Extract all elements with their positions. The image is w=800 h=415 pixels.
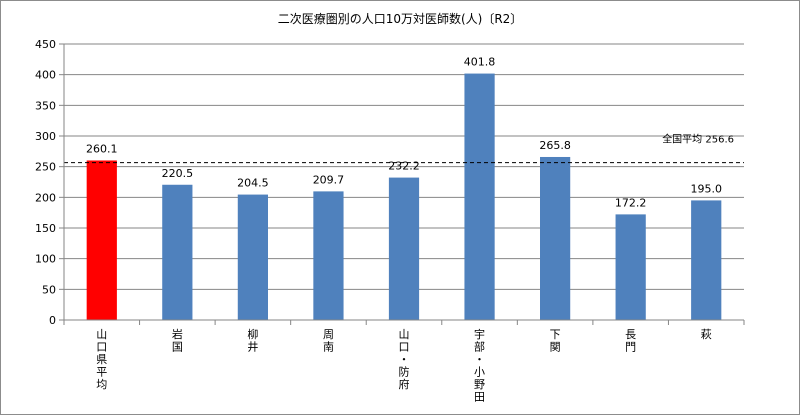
y-tick-label: 150 [35, 222, 56, 235]
bar [540, 156, 571, 320]
reference-line-group: 全国平均 256.6 [64, 133, 744, 164]
category-label: 長門 [625, 328, 636, 354]
bar [464, 73, 495, 320]
data-label: 220.5 [162, 167, 194, 180]
data-label: 204.5 [237, 177, 269, 190]
reference-line-label: 全国平均 256.6 [662, 133, 734, 146]
category-label: 岩国 [172, 327, 183, 354]
bar [691, 200, 722, 320]
category-labels: 山口県平均 岩国 柳井 周南 山口・防府 宇部・小野田 下関 長門 萩 [63, 320, 745, 404]
bar [388, 177, 420, 320]
category-label: 宇部・小野田 [474, 328, 485, 404]
category-label: 下関 [550, 328, 561, 354]
bar [162, 184, 193, 320]
data-label: 195.0 [690, 182, 722, 195]
data-labels: 260.1 220.5 204.5 209.7 232.2 401.8 265.8 172.2… [86, 56, 722, 210]
category-label: 柳井 [247, 327, 258, 354]
y-tick-label: 100 [35, 253, 56, 266]
bar [86, 160, 117, 320]
data-label: 232.2 [388, 160, 420, 173]
y-tick-label: 200 [35, 191, 56, 204]
data-label: 172.2 [615, 196, 647, 209]
data-label: 401.8 [464, 56, 496, 69]
bars [86, 73, 722, 320]
category-label: 山口・防府 [399, 328, 410, 391]
data-label: 265.8 [539, 139, 571, 152]
y-tick-label: 250 [35, 161, 56, 174]
y-tick-label: 350 [35, 99, 56, 112]
data-label: 260.1 [86, 142, 118, 155]
chart-title: 二次医療圏別の人口10万対医師数(人)〔R2〕 [277, 12, 523, 26]
category-label: 周南 [323, 328, 334, 354]
y-tick-label: 300 [35, 130, 56, 143]
y-axis-ticks: 0 50 100 150 200 250 300 350 400 450 [35, 38, 64, 327]
data-label: 209.7 [313, 173, 345, 186]
category-label: 萩 [701, 328, 712, 341]
bar [237, 194, 268, 320]
y-tick-label: 50 [42, 283, 56, 296]
y-tick-label: 400 [35, 69, 56, 82]
category-label: 山口県平均 [96, 328, 107, 391]
y-tick-label: 450 [35, 38, 56, 51]
bar [615, 214, 646, 320]
bar [313, 191, 344, 320]
y-tick-label: 0 [49, 314, 56, 327]
